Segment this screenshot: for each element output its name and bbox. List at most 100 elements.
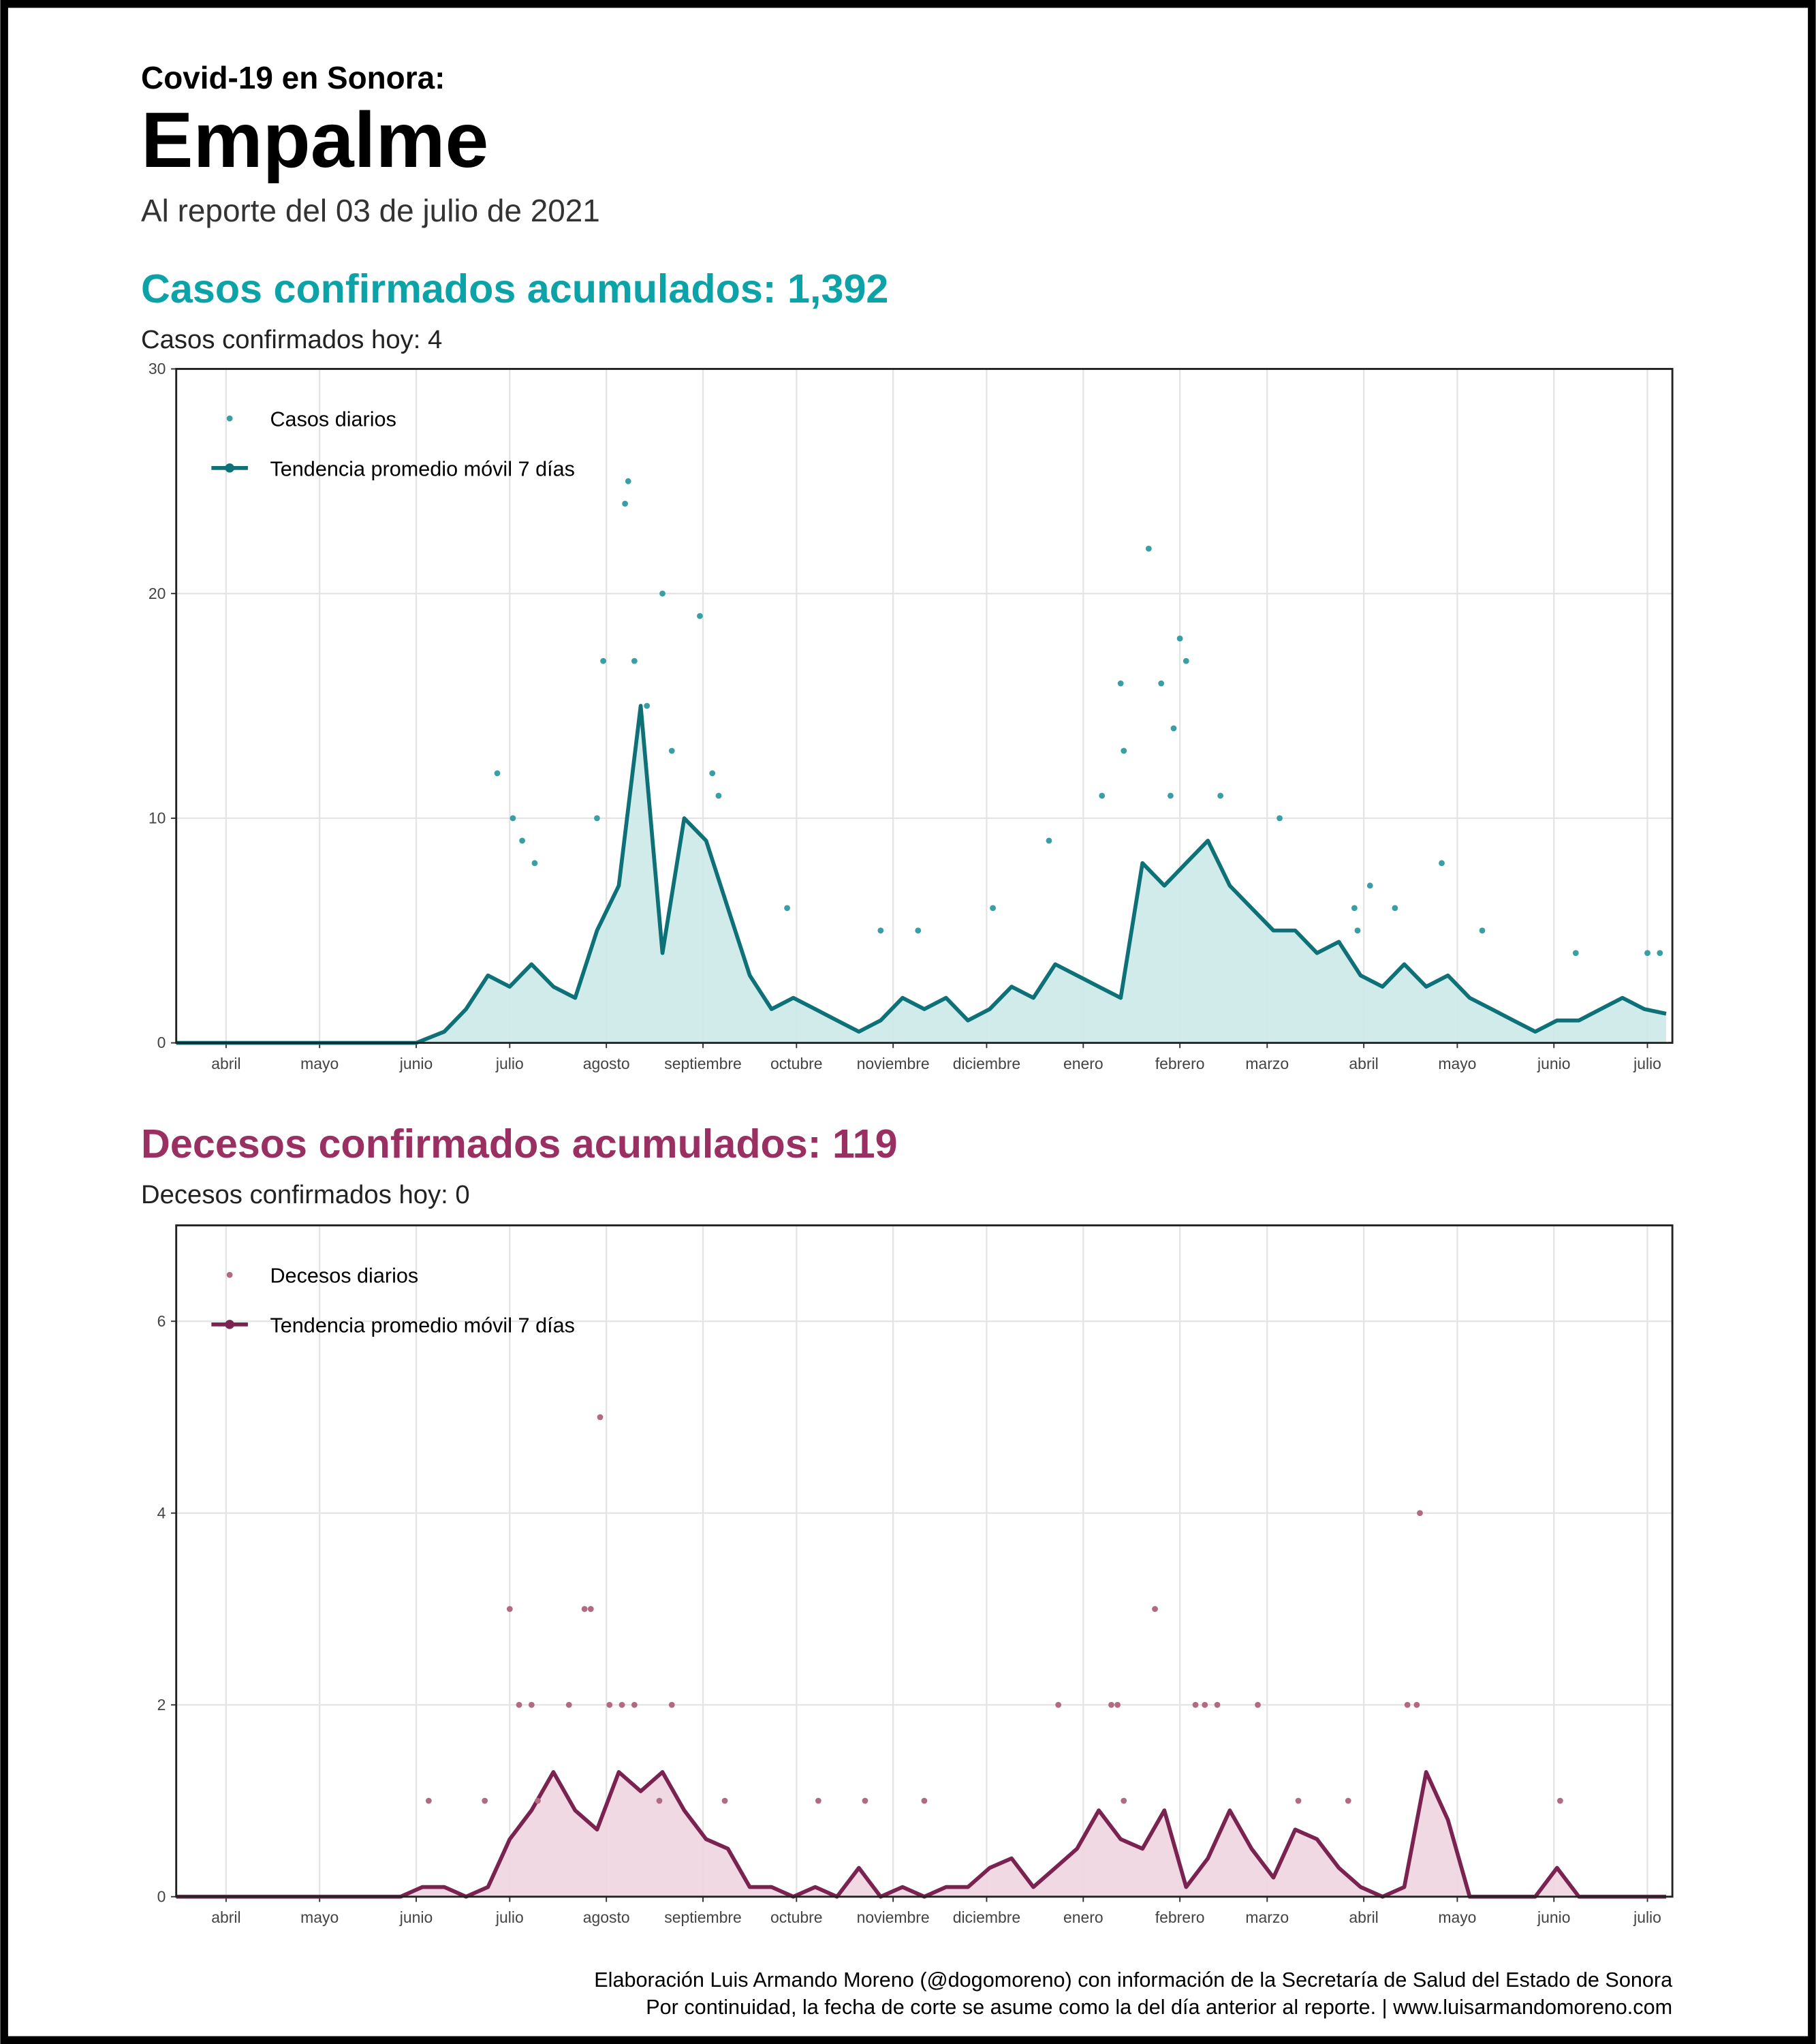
x-tick-label: abril: [1349, 1055, 1378, 1072]
footer: Por continuidad, la fecha de corte se as…: [646, 1996, 1672, 2019]
x-tick-label: noviembre: [857, 1908, 930, 1926]
point: [1202, 1701, 1208, 1708]
x-tick-label: agosto: [583, 1908, 630, 1926]
point: [1114, 1701, 1121, 1708]
x-tick-label: marzo: [1245, 1055, 1289, 1072]
point: [1168, 792, 1174, 799]
trend-line: [176, 1770, 1666, 1899]
point: [1214, 1701, 1221, 1708]
point: [1145, 545, 1152, 552]
point: [1413, 1701, 1420, 1708]
point: [668, 1701, 675, 1708]
point: [721, 1797, 728, 1804]
title: Empalme: [141, 97, 488, 184]
point: [990, 905, 996, 912]
point: [1046, 837, 1052, 844]
point: [715, 792, 722, 799]
point: [1657, 950, 1663, 957]
y-tick-label: 0: [157, 1887, 166, 1905]
x-tick-label: diciembre: [953, 1908, 1020, 1926]
x-tick-label: febrero: [1155, 1055, 1205, 1072]
y-tick-label: 4: [157, 1504, 166, 1521]
x-tick-label: octubre: [770, 1055, 823, 1072]
legend-symbol: [226, 1271, 233, 1278]
point: [915, 927, 922, 934]
supertitle: Covid-19 en Sonora:: [141, 60, 445, 95]
point: [1192, 1701, 1199, 1708]
point: [656, 1797, 663, 1804]
point: [625, 478, 631, 484]
x-tick-label: junio: [399, 1908, 433, 1926]
point: [1152, 1606, 1158, 1612]
point: [862, 1797, 868, 1804]
point: [565, 1701, 572, 1708]
y-tick-label: 20: [148, 585, 166, 602]
x-tick-label: junio: [399, 1055, 433, 1072]
point: [1277, 815, 1283, 822]
point: [784, 905, 790, 912]
point: [1417, 1510, 1423, 1517]
x-tick-label: septiembre: [664, 1055, 741, 1072]
point: [1121, 747, 1127, 754]
subtitle: Al reporte del 03 de julio de 2021: [141, 193, 600, 228]
point: [1644, 950, 1650, 957]
plot-border: [175, 1224, 1674, 1898]
point: [1354, 927, 1361, 934]
legend-label: Tendencia promedio móvil 7 días: [270, 1314, 574, 1337]
y-tick-label: 6: [157, 1312, 166, 1330]
point: [482, 1797, 488, 1804]
x-tick-label: septiembre: [664, 1908, 741, 1926]
legend-label: Tendencia promedio móvil 7 días: [270, 457, 574, 480]
point: [519, 837, 526, 844]
point: [510, 815, 516, 822]
chart-title: Casos confirmados acumulados: 1,392: [141, 266, 888, 311]
point: [535, 1797, 541, 1804]
legend-label: Decesos diarios: [270, 1265, 418, 1288]
x-tick-label: mayo: [1438, 1055, 1476, 1072]
point: [506, 1606, 513, 1612]
point: [581, 1606, 588, 1612]
point: [1255, 1701, 1261, 1708]
point: [668, 747, 675, 754]
point: [594, 815, 600, 822]
point: [1404, 1701, 1411, 1708]
x-tick-label: agosto: [583, 1055, 630, 1072]
y-tick-label: 0: [157, 1034, 166, 1051]
point: [600, 657, 606, 664]
point: [516, 1701, 522, 1708]
legend-symbol: [225, 463, 234, 473]
chart-subtitle: Casos confirmados hoy: 4: [141, 325, 442, 354]
point: [1345, 1797, 1351, 1804]
point: [1099, 792, 1106, 799]
y-tick-label: 2: [157, 1696, 166, 1714]
y-tick-label: 10: [148, 809, 166, 827]
point: [659, 590, 666, 597]
point: [1556, 1797, 1563, 1804]
legend-symbol: [225, 1320, 234, 1329]
point: [877, 927, 884, 934]
point: [815, 1797, 821, 1804]
x-tick-label: diciembre: [953, 1055, 1020, 1072]
area: [176, 706, 1666, 1043]
point: [1351, 905, 1358, 912]
x-tick-label: noviembre: [857, 1055, 930, 1072]
point: [619, 1701, 625, 1708]
point: [644, 702, 651, 709]
x-tick-label: junio: [1537, 1908, 1570, 1926]
point: [1158, 680, 1165, 687]
point: [1392, 905, 1398, 912]
point: [425, 1797, 432, 1804]
point: [1117, 680, 1124, 687]
chart-subtitle: Decesos confirmados hoy: 0: [141, 1180, 470, 1209]
point: [1479, 927, 1486, 934]
x-tick-label: julio: [1633, 1055, 1661, 1072]
x-tick-label: enero: [1063, 1908, 1103, 1926]
point: [597, 1414, 604, 1421]
point: [606, 1701, 613, 1708]
x-tick-label: julio: [495, 1908, 524, 1926]
point: [697, 613, 703, 619]
x-tick-label: febrero: [1155, 1908, 1205, 1926]
point: [1121, 1797, 1127, 1804]
point: [1217, 792, 1224, 799]
